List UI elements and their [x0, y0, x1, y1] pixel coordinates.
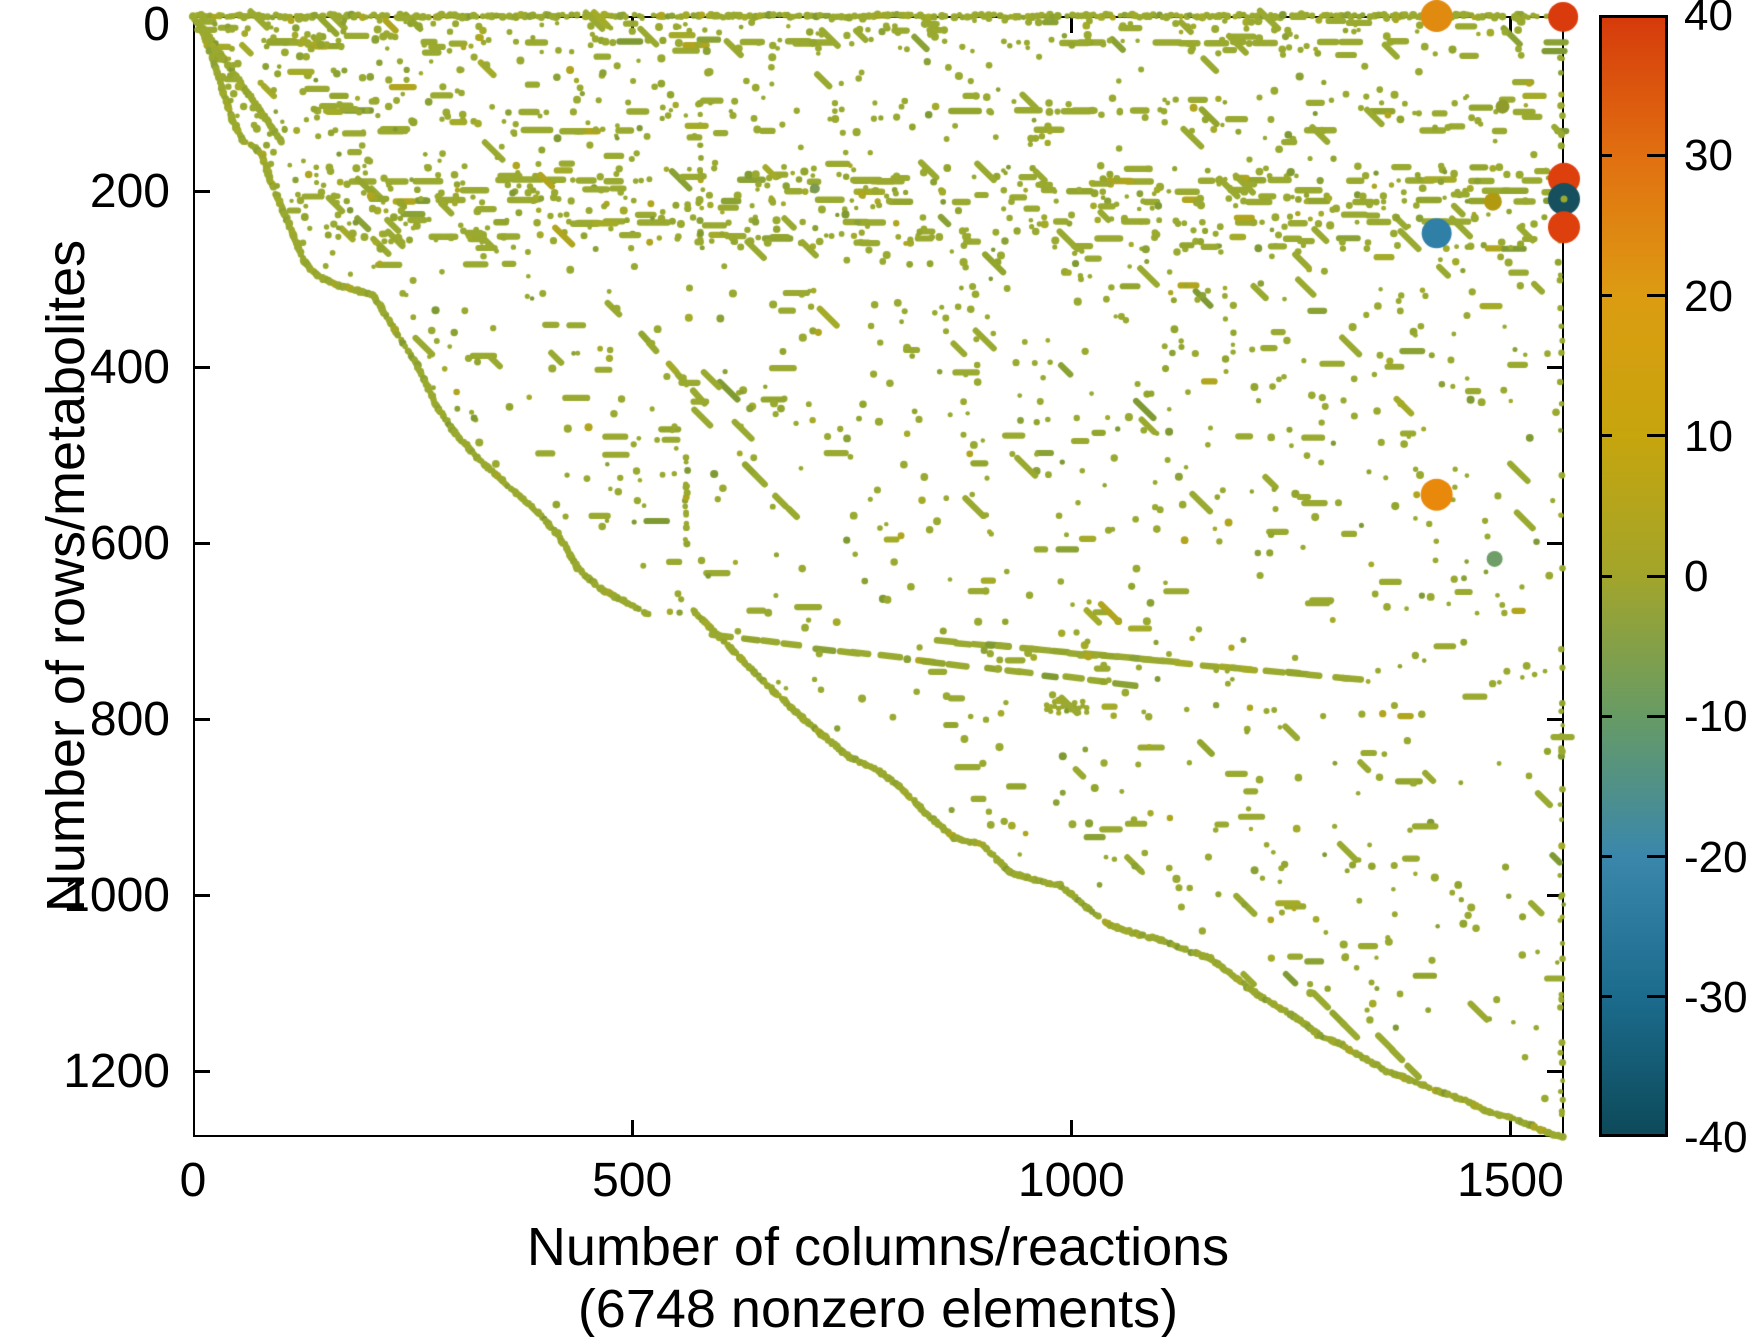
y-tick	[195, 894, 210, 898]
x-tick-label: 0	[179, 1154, 207, 1207]
colorbar-tick-label: 0	[1684, 552, 1709, 601]
colorbar-tick-label: -40	[1684, 1113, 1747, 1162]
colorbar-tick	[1647, 294, 1665, 297]
colorbar-tick-left	[1602, 434, 1612, 438]
colorbar-tick-left	[1602, 995, 1612, 999]
colorbar-tick-left	[1602, 714, 1612, 718]
plot-border	[193, 16, 1564, 1137]
colorbar-tick-left	[1602, 574, 1612, 578]
colorbar-tick-left	[1602, 153, 1612, 157]
x-tick-top	[630, 18, 634, 33]
colorbar-tick-label: -10	[1684, 692, 1747, 742]
y-tick-label: 400	[89, 340, 170, 394]
x-tick	[1508, 1120, 1512, 1135]
y-tick-label: 1000	[63, 868, 170, 922]
colorbar-tick-label: 20	[1684, 271, 1733, 321]
x-tick-top	[1069, 18, 1073, 33]
x-tick	[1069, 1120, 1073, 1135]
y-tick-label: 200	[89, 164, 170, 218]
colorbar-tick-label: 30	[1684, 131, 1733, 181]
y-tick	[195, 366, 210, 370]
x-axis-sublabel: (6748 nonzero elements)	[577, 1279, 1179, 1337]
y-tick	[195, 542, 210, 546]
y-tick-right	[1547, 894, 1562, 898]
colorbar-tick-label: 40	[1684, 0, 1733, 40]
colorbar-tick	[1647, 995, 1665, 999]
colorbar-tick	[1647, 153, 1665, 157]
colorbar-tick	[1647, 574, 1665, 578]
y-tick-right	[1547, 542, 1562, 546]
y-axis-label: Number of rows/metabolites	[36, 239, 96, 913]
colorbar-tick-label: -20	[1684, 832, 1747, 882]
colorbar-tick-left	[1602, 294, 1612, 297]
y-tick-label: 800	[89, 692, 170, 746]
colorbar-tick-label: 10	[1684, 411, 1733, 461]
y-tick-right	[1547, 366, 1562, 370]
colorbar-tick	[1647, 434, 1665, 438]
y-tick-right	[1547, 1070, 1562, 1074]
y-tick	[195, 1070, 210, 1074]
x-tick-top	[1508, 18, 1512, 33]
x-axis-label: Number of columns/reactions	[526, 1217, 1230, 1277]
y-tick-right	[1547, 718, 1562, 722]
x-tick	[630, 1120, 634, 1135]
x-tick-label: 1500	[1457, 1154, 1564, 1207]
colorbar-tick-left	[1602, 855, 1612, 858]
y-tick	[195, 718, 210, 722]
x-tick-label: 1000	[1017, 1154, 1125, 1207]
colorbar-tick	[1647, 855, 1665, 858]
y-tick-right	[1547, 190, 1562, 194]
colorbar-tick	[1647, 714, 1665, 718]
y-tick-label: 600	[89, 516, 170, 570]
y-tick-label: 1200	[63, 1044, 170, 1098]
y-tick	[195, 190, 210, 194]
y-tick-label: 0	[143, 0, 170, 51]
colorbar-tick-label: -30	[1684, 972, 1747, 1022]
x-tick-label: 500	[592, 1154, 673, 1207]
